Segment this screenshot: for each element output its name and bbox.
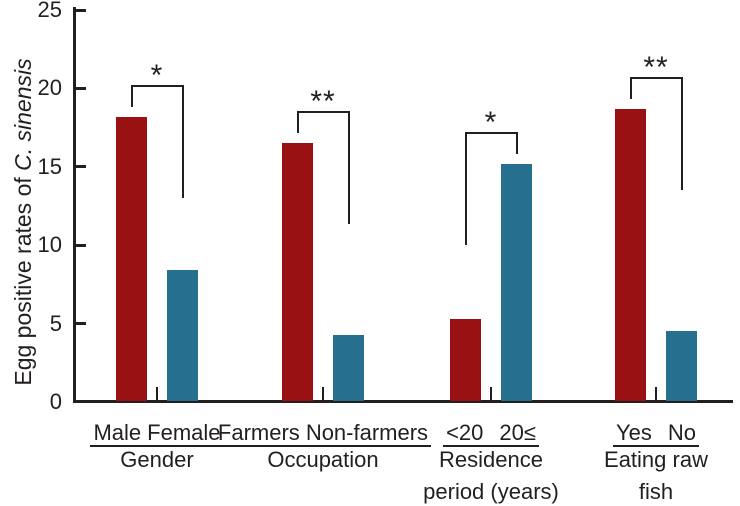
significance-label: * (484, 105, 498, 139)
significance-bracket-short-arm (296, 111, 299, 134)
category-pair-underline: <20 20≤ (443, 418, 539, 447)
y-tick-label: 10 (37, 232, 62, 258)
y-tick-label: 0 (49, 389, 62, 414)
group-label-gender: Gender (42, 444, 272, 476)
y-tick-mark (76, 322, 86, 326)
significance-label: ** (310, 85, 336, 119)
x-tick-mark (322, 387, 324, 400)
significance-bracket-long-arm (680, 76, 683, 190)
category-label-yes: Yes (615, 420, 652, 445)
significance-bracket-long-arm (464, 131, 467, 245)
significance-bracket-bar (130, 84, 184, 87)
bar-yes (615, 108, 646, 401)
group-label-residence: Residence period (years) (376, 444, 606, 506)
group-label-line: period (years) (423, 479, 559, 504)
category-pair-underline: Yes No (612, 418, 699, 447)
category-pair-underline: Male Female (90, 418, 224, 447)
y-tick-mark (76, 165, 86, 169)
y-axis-line (73, 7, 76, 403)
significance-bracket-long-arm (181, 84, 184, 198)
bar-20-le (501, 163, 532, 401)
significance-label: * (150, 58, 164, 92)
category-label-female: Female (147, 420, 221, 445)
bar-farmers (282, 143, 313, 401)
y-tick-label: 15 (37, 153, 62, 179)
category-pair-label: Male Female (42, 418, 272, 447)
x-tick-mark (655, 387, 657, 400)
significance-bracket-bar (296, 111, 350, 114)
significance-bracket-short-arm (629, 76, 632, 99)
group-label-line: Gender (120, 447, 194, 472)
bar-non-farmers (333, 334, 364, 401)
group-label-line: fish (638, 479, 674, 504)
significance-label: ** (643, 50, 669, 84)
significance-bracket-short-arm (515, 131, 518, 154)
category-label-male: Male (93, 420, 142, 445)
group-label-line: Occupation (267, 447, 379, 472)
x-axis-line (73, 400, 733, 403)
bar-no (666, 331, 697, 401)
y-tick-label: 20 (37, 75, 62, 101)
bar-female (167, 270, 198, 401)
group-label-occupation: Occupation (208, 444, 438, 476)
category-gap (483, 418, 499, 440)
y-tick-label: 5 (49, 310, 62, 336)
significance-bracket-bar (629, 76, 683, 79)
category-label-lt-20: <20 (446, 420, 484, 445)
category-pair-label: Yes No (541, 418, 740, 447)
y-tick-mark (76, 243, 86, 247)
bar-lt-20 (450, 318, 481, 401)
significance-bracket-short-arm (130, 84, 133, 107)
category-pair-label: Farmers Non-farmers (208, 418, 438, 447)
bar-male (116, 116, 147, 401)
category-pair-label: <20 20≤ (376, 418, 606, 447)
significance-bracket-long-arm (347, 111, 350, 225)
y-tick-mark (76, 8, 86, 12)
y-tick-mark (76, 86, 86, 90)
group-label-eating-raw: Eating raw fish (541, 444, 740, 506)
x-tick-mark (156, 387, 158, 400)
category-label-non-farmers: Non-farmers (305, 420, 429, 445)
category-label-20-le: 20≤ (499, 420, 536, 445)
category-label-no: No (667, 420, 696, 445)
x-tick-mark (490, 387, 492, 400)
group-label-line: Eating raw (604, 447, 708, 472)
significance-bracket-bar (464, 131, 518, 134)
category-pair-underline: Farmers Non-farmers (214, 418, 432, 447)
category-label-farmers: Farmers (217, 420, 300, 445)
category-gap (652, 418, 668, 440)
y-tick-label: 25 (37, 0, 62, 22)
group-label-line: Residence (439, 447, 543, 472)
